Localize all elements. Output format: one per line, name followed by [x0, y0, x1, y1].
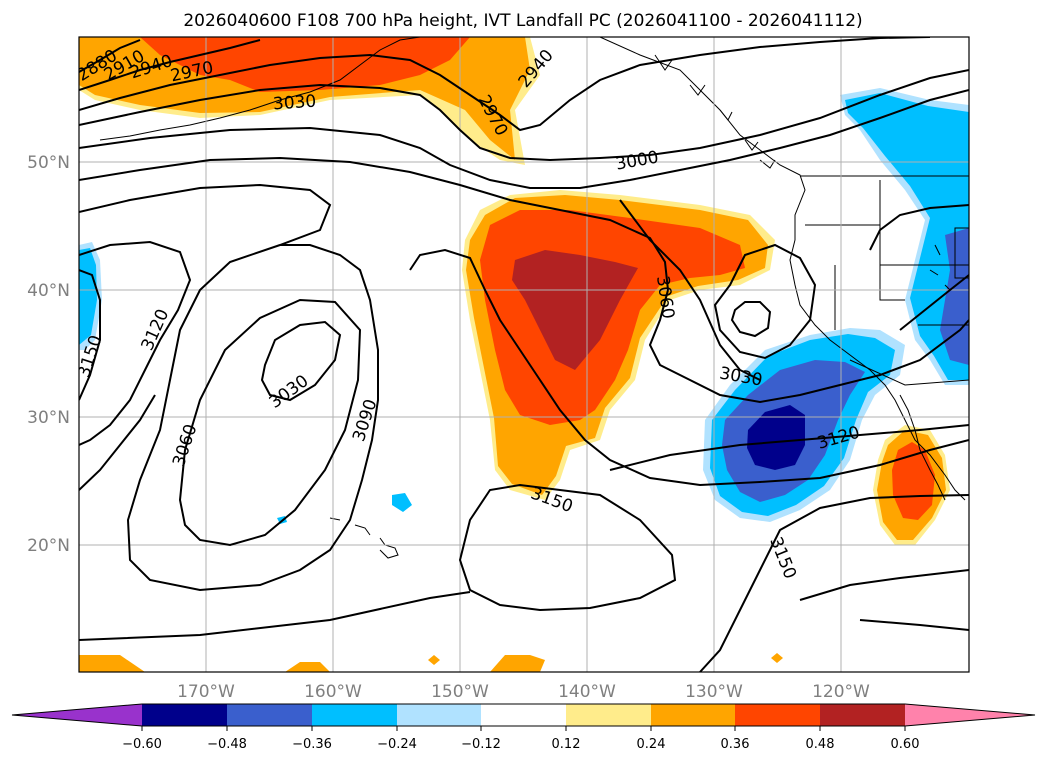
border-states-4	[879, 265, 905, 301]
contour-2970	[79, 69, 969, 162]
contour-3030-small	[730, 301, 772, 338]
contour-2910	[79, 39, 261, 91]
colorbar-segment	[735, 704, 820, 726]
coast-hawaii	[329, 517, 399, 559]
contour-3090-center	[409, 248, 969, 487]
colorbar-tick: 0.48	[806, 737, 835, 752]
lat-label: 40°N	[27, 281, 70, 301]
shade-bottom-mid	[285, 662, 330, 672]
lon-label: 130°W	[685, 682, 743, 702]
contour-3150	[79, 269, 101, 401]
shade-bottom-mid2	[490, 655, 545, 672]
shade-dot-hawaii	[392, 493, 412, 512]
shade-dot1	[428, 655, 440, 665]
shade-red-baja	[892, 442, 935, 520]
lon-label: 160°W	[304, 682, 362, 702]
contour-3150-center	[458, 483, 677, 612]
contour-3120-sw	[609, 424, 969, 471]
lon-label: 150°W	[431, 682, 489, 702]
border-states-6	[954, 227, 969, 279]
coastlines	[99, 37, 969, 559]
lon-label: 120°W	[812, 682, 870, 702]
colorbar-segment	[651, 704, 735, 726]
colorbar-tick: −0.24	[377, 737, 417, 752]
contour-label: 3030	[272, 92, 317, 115]
coast-alaska-peninsula	[99, 37, 421, 141]
colorbar-segment	[227, 704, 312, 726]
colorbar-arrow-left	[12, 704, 142, 726]
map-title: 2026040600 F108 700 hPa height, IVT Land…	[183, 11, 862, 31]
shade-dot2	[771, 653, 783, 663]
shade-sky-ne	[845, 93, 969, 380]
contour-3060-west	[178, 298, 362, 547]
coast-baja	[899, 394, 946, 501]
shade-darkred-center	[512, 250, 638, 370]
contour-2940-a	[79, 37, 931, 132]
contour-3120-center	[79, 394, 156, 491]
contour-ne-trough	[899, 274, 969, 331]
colorbar-tick: −0.36	[292, 737, 332, 752]
lat-labels: 50°N 40°N 30°N 20°N	[27, 153, 70, 556]
colorbar-tick-marks	[141, 726, 906, 731]
colorbar-segment	[481, 704, 566, 726]
colorbar-segment	[312, 704, 397, 726]
colorbar-tick: 0.36	[721, 737, 750, 752]
contour-right-se	[859, 619, 969, 631]
lat-label: 30°N	[27, 408, 70, 428]
gridlines	[79, 37, 969, 672]
colorbar-segment	[566, 704, 651, 726]
colorbar-tick: 0.60	[891, 737, 920, 752]
lat-label: 50°N	[27, 153, 70, 173]
lon-label: 140°W	[558, 682, 616, 702]
colorbar-segment	[142, 704, 227, 726]
contour-3090-main	[79, 183, 379, 592]
shade-bottom-left	[79, 655, 145, 672]
contour-center-3060	[619, 199, 761, 381]
colorbar-segment	[820, 704, 905, 726]
colorbar-tick: −0.12	[461, 737, 501, 752]
contour-3030-north	[79, 156, 669, 291]
lon-label: 170°W	[177, 682, 235, 702]
contour-3030-west	[260, 320, 342, 402]
coast-islands-bc	[654, 54, 776, 169]
contour-3060-east	[648, 289, 969, 404]
colorbar: −0.60 −0.48 −0.36 −0.24 −0.12 0.12 0.24 …	[11, 703, 1036, 752]
colorbar-tick: −0.60	[122, 737, 162, 752]
colorbar-segment	[397, 704, 481, 726]
contour-3150-se	[699, 494, 969, 672]
lat-label: 20°N	[27, 536, 70, 556]
border-states-1	[805, 224, 969, 266]
contour-3030-east	[713, 243, 817, 360]
height-contours	[79, 37, 969, 672]
contour-2880	[79, 39, 141, 73]
map-frame	[78, 36, 970, 673]
colorbar-tick: 0.24	[637, 737, 666, 752]
shade-navy-sw	[747, 405, 805, 470]
lon-labels: 170°W 160°W 150°W 140°W 130°W 120°W	[177, 682, 870, 702]
map-area: 2880 2910 2940 2970 3030 2940 2970 3000 …	[79, 37, 969, 672]
border-mexico	[849, 359, 969, 386]
contour-ne-ridge	[869, 204, 969, 251]
contour-3180-se	[799, 569, 969, 601]
contour-bottom-long	[79, 591, 471, 641]
shade-blue-ne	[940, 228, 969, 365]
contour-3120	[79, 240, 192, 446]
colorbar-arrow-right	[905, 704, 1035, 726]
colorbar-tick: 0.12	[552, 737, 581, 752]
colorbar-tick: −0.48	[207, 737, 247, 752]
coast-lakes	[929, 244, 951, 291]
contour-3000	[79, 89, 969, 189]
positive-shading	[79, 37, 950, 672]
